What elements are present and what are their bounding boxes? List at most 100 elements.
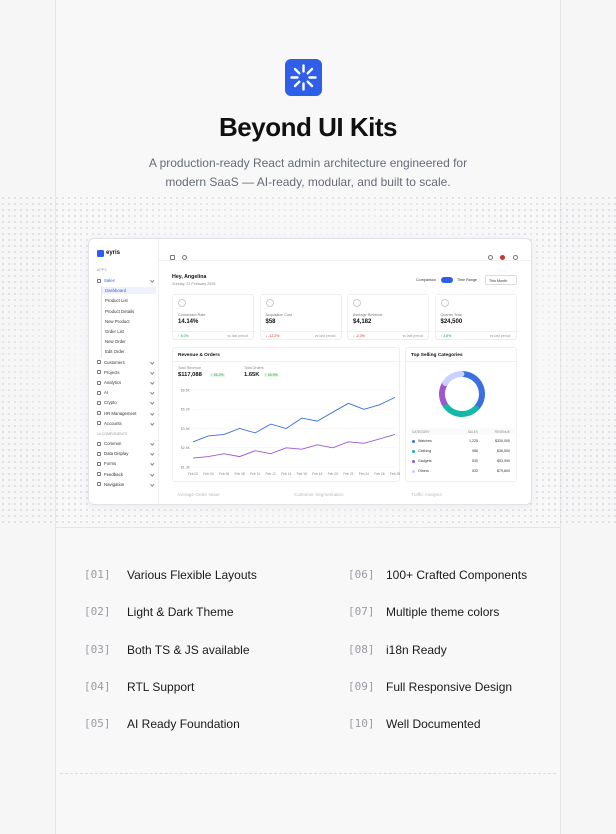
nav-item: Customers	[104, 359, 125, 365]
donut-segment	[441, 400, 479, 417]
chevron	[150, 370, 155, 374]
chevron	[150, 390, 155, 395]
stat-divider	[435, 331, 518, 332]
nav-icon	[97, 451, 101, 456]
section-title: Average Order Value	[177, 492, 220, 497]
sub-nav-item: Product List	[105, 298, 128, 304]
nav-icon	[97, 421, 101, 426]
metric-value: 1.65K	[244, 372, 260, 378]
x-tick-label: Feb 28	[390, 472, 400, 476]
icon	[513, 255, 518, 260]
section-title: Traffic Analysis	[411, 492, 442, 497]
brand: eyris	[106, 250, 121, 256]
feature-number: [01]	[84, 568, 111, 581]
category-sales: 986	[472, 449, 478, 453]
category-name: Others	[418, 469, 429, 473]
y-tick-label: $3.9K	[181, 427, 191, 431]
subtitle: A production-ready React admin architect…	[148, 156, 468, 170]
active-bg	[102, 286, 156, 294]
title: Beyond UI Kits	[219, 112, 397, 142]
nav-icon	[97, 380, 101, 385]
stat-label: Average Revenue	[353, 313, 383, 317]
x-tick-label: Feb 18	[312, 472, 322, 476]
subtitle: modern SaaS — AI-ready, modular, and bui…	[165, 175, 451, 189]
donut-segment	[459, 371, 485, 411]
category-revenue: $330,000	[495, 439, 510, 443]
flag	[500, 255, 505, 260]
revenue-card: Revenue & Orders Total Revenue $117,088 ↑ 2…	[172, 347, 401, 482]
feature-number: [04]	[84, 679, 111, 693]
feature-text: i18n Ready	[386, 642, 447, 657]
sub-nav-item: Dashboard	[105, 288, 127, 294]
nav-item: Forms	[104, 461, 117, 467]
category-revenue: $36,500	[497, 449, 510, 453]
card-divider	[173, 361, 401, 362]
stat-icon	[353, 299, 361, 307]
nav-icon	[97, 390, 101, 395]
feature-text: Various Flexible Layouts	[127, 568, 257, 582]
divider	[60, 773, 556, 774]
x-tick-label: Feb 02	[188, 472, 198, 476]
metric-value: $117,088	[178, 372, 202, 378]
x-tick-label: Feb 16	[297, 472, 307, 476]
y-tick-label: $1.3K	[181, 465, 191, 469]
stat-value: $4,182	[353, 319, 372, 325]
stat-icon	[178, 299, 186, 307]
feature-text: Multiple theme colors	[386, 605, 500, 620]
feature-text: Light & Dark Theme	[127, 605, 234, 620]
chevron	[150, 451, 155, 456]
feature-text: RTL Support	[127, 679, 195, 694]
chevron	[150, 278, 155, 283]
chevron	[150, 400, 155, 405]
x-tick-label: Feb 10	[250, 472, 260, 476]
stat-value: 14.14%	[178, 319, 199, 325]
stat-card: Acquisition Cost $58 ↓ -12.2% vs last perio…	[259, 294, 343, 340]
table-header: SALES	[467, 429, 478, 434]
nav-item: Projects	[104, 369, 120, 375]
donut-segment	[442, 371, 465, 387]
y-tick-label: $2.6K	[181, 446, 191, 450]
stat-value: $58	[265, 319, 276, 325]
nav-icon	[97, 400, 101, 405]
nav-item: Analytics	[104, 380, 122, 385]
icon	[170, 255, 175, 260]
sub-nav-item: Product Details	[105, 308, 135, 314]
x-tick-label: Feb 06	[219, 472, 229, 476]
nav-item: HR Management	[104, 410, 137, 416]
nav-item: Data Display	[104, 451, 129, 457]
category-name: Gadgets	[418, 459, 432, 463]
feature-number: [02]	[84, 605, 111, 619]
stat-icon	[265, 299, 274, 307]
icon	[182, 255, 187, 260]
stat-label: Quarter Total	[440, 313, 462, 317]
sub-nav-item: New Product	[105, 318, 130, 324]
stat-card: Conversion Rate 14.14% ↑ 5.0% vs last perio…	[172, 294, 255, 340]
stat-note: vs last period	[402, 334, 423, 338]
card-divider	[406, 361, 518, 362]
feature-number: [03]	[84, 642, 111, 656]
category-name: Watches	[418, 439, 432, 443]
chevron	[150, 411, 155, 415]
metric-label: Total Orders	[244, 366, 264, 370]
feature-number: [10]	[348, 717, 375, 731]
range-select: This Month	[485, 275, 517, 285]
stat-label: Conversion Rate	[178, 313, 206, 317]
sub-nav-line	[101, 286, 102, 358]
feature-number: [07]	[348, 605, 375, 619]
stat-note: vs last period	[227, 334, 248, 338]
series-line	[192, 396, 396, 443]
nav-icon	[97, 472, 101, 477]
control-label: Comparison	[416, 278, 436, 282]
stat-note: vs last period	[489, 334, 511, 338]
table-header-bg	[409, 428, 515, 435]
metric-change: ↑ 26.2%	[210, 373, 225, 377]
stat-change: ↑ 3.8%	[440, 334, 452, 338]
card-title: Revenue & Orders	[178, 353, 220, 358]
nav-item: Crypto	[104, 400, 117, 406]
feature-text: 100+ Crafted Components	[386, 568, 528, 582]
x-tick-label: Feb 20	[328, 472, 338, 476]
stat-note: vs last period	[314, 334, 336, 338]
toggle	[441, 277, 453, 283]
legend-dot	[412, 439, 415, 443]
x-tick-label: Feb 24	[359, 472, 369, 476]
